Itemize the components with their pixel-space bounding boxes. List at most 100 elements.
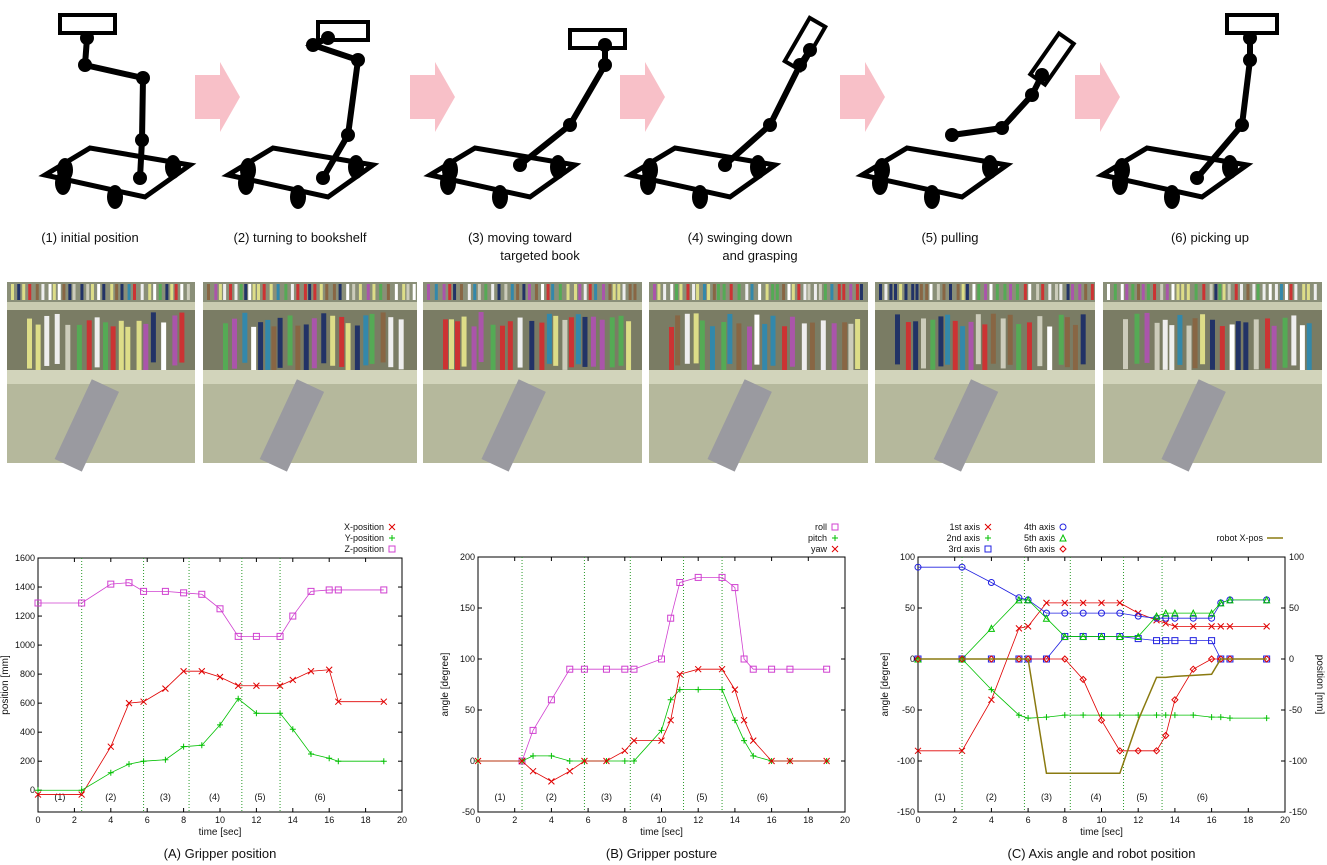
marker: [567, 768, 573, 774]
shelf-board: [1103, 370, 1322, 384]
book: [73, 284, 76, 300]
book: [766, 284, 769, 300]
x-tick-label: 20: [397, 815, 407, 825]
book: [610, 317, 615, 367]
book: [291, 284, 294, 300]
marker: [389, 535, 395, 541]
book: [1202, 284, 1205, 300]
book: [363, 315, 368, 365]
legend-label: roll: [815, 522, 827, 532]
book: [1084, 284, 1087, 300]
phase-label: (5): [696, 792, 707, 802]
legend-label: 5th axis: [1024, 533, 1056, 543]
step-label: and grasping: [722, 248, 797, 263]
wheel: [874, 158, 890, 182]
book: [1125, 284, 1128, 300]
book: [1218, 284, 1221, 300]
book: [1037, 316, 1042, 366]
book: [1236, 321, 1241, 371]
x-tick-label: 4: [989, 815, 994, 825]
book: [848, 324, 853, 374]
series-trace: [38, 670, 384, 795]
book: [1314, 284, 1317, 300]
legend-label: Y-position: [345, 533, 384, 543]
book: [913, 321, 918, 371]
book: [960, 326, 965, 376]
x-tick-label: 2: [952, 815, 957, 825]
wheel: [442, 158, 458, 182]
marker: [162, 757, 168, 763]
marker: [988, 697, 994, 703]
joint: [1025, 88, 1039, 102]
joint: [995, 121, 1009, 135]
x-axis-label: time [sec]: [640, 827, 683, 838]
book: [161, 322, 166, 372]
y2-tick-label: 0: [1289, 654, 1294, 664]
book: [653, 284, 656, 300]
book: [1254, 319, 1259, 369]
phase-label: (2): [105, 792, 116, 802]
book: [617, 284, 620, 300]
phase-label: (6): [315, 792, 326, 802]
book: [413, 284, 416, 300]
legend-label: pitch: [808, 533, 827, 543]
book: [1195, 284, 1198, 300]
book: [406, 284, 409, 300]
book: [277, 284, 280, 300]
book: [727, 314, 732, 364]
book: [567, 284, 570, 300]
book: [180, 284, 183, 300]
book: [1134, 314, 1139, 364]
shelf-board: [7, 302, 195, 310]
book: [675, 284, 678, 300]
book: [1257, 284, 1260, 300]
book: [578, 284, 581, 300]
book: [600, 320, 605, 370]
photo: [423, 282, 642, 472]
wheel: [692, 185, 708, 209]
marker: [985, 524, 991, 530]
x-tick-label: 18: [803, 815, 813, 825]
book: [856, 284, 859, 300]
robot-diagram: [228, 22, 373, 209]
book: [1223, 284, 1226, 300]
marker: [335, 758, 341, 764]
robot-diagram: [45, 15, 190, 209]
joint: [563, 118, 577, 132]
series-trace: [918, 603, 1267, 751]
book: [889, 284, 892, 300]
book: [153, 284, 156, 300]
book: [608, 284, 611, 300]
book: [832, 323, 837, 373]
book: [703, 284, 706, 300]
book: [77, 325, 82, 375]
book: [346, 323, 351, 373]
book: [103, 322, 108, 372]
marker: [668, 717, 674, 723]
book: [966, 284, 969, 300]
book: [141, 284, 144, 300]
y-tick-label: 100: [900, 552, 915, 562]
book: [1001, 318, 1006, 368]
book: [41, 284, 44, 300]
book: [879, 284, 882, 300]
marker: [677, 671, 683, 677]
book: [1210, 320, 1215, 370]
book: [707, 284, 710, 300]
book: [1290, 284, 1293, 300]
y-tick-label: 1600: [15, 553, 35, 563]
step-arrow: [840, 62, 885, 132]
book: [1272, 326, 1277, 376]
book: [472, 326, 477, 376]
x-tick-label: 10: [215, 815, 225, 825]
book: [957, 284, 960, 300]
robot-diagram: [430, 30, 625, 209]
book: [399, 319, 404, 369]
book: [372, 284, 375, 300]
book: [1123, 319, 1128, 369]
marker: [326, 755, 332, 761]
book: [1302, 284, 1305, 300]
book: [1307, 284, 1310, 300]
book: [694, 313, 699, 363]
step-label: (1) initial position: [41, 230, 139, 245]
